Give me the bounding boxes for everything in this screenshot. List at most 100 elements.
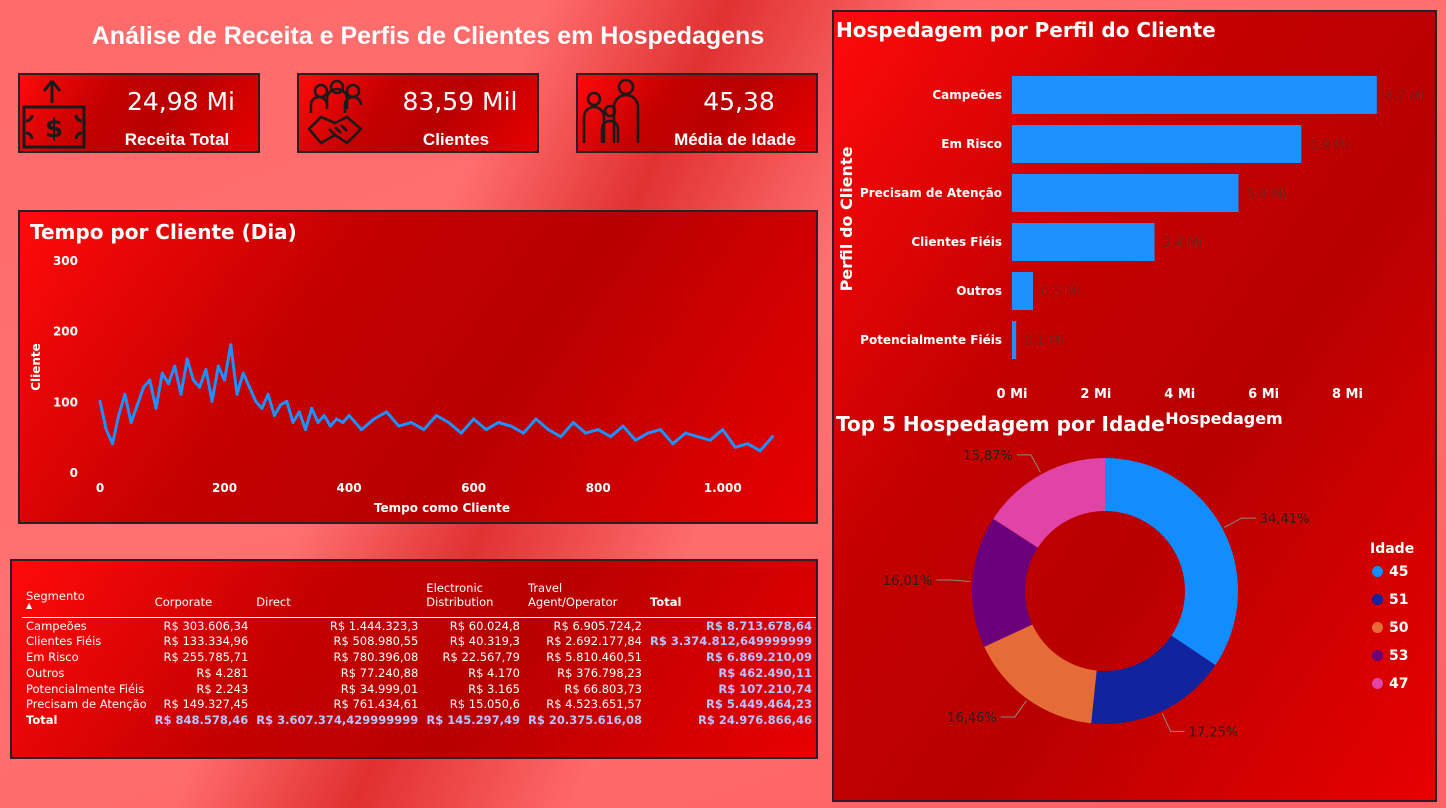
table-cell: R$ 6.905.724,2 — [553, 618, 642, 633]
data-point — [546, 428, 550, 432]
data-point — [216, 364, 220, 368]
table-row[interactable]: Em Risco R$ 255.785,71 R$ 780.396,08 R$ 22.… — [22, 649, 816, 665]
data-point — [559, 435, 563, 439]
legend-item[interactable]: 45 — [1372, 564, 1408, 580]
data-point — [372, 417, 376, 421]
leader-line — [1223, 517, 1256, 528]
legend-title: Idade — [1370, 541, 1415, 557]
data-label: 16,01% — [883, 574, 933, 589]
leader-line — [1000, 700, 1027, 718]
data-point — [279, 403, 283, 407]
legend-swatch — [1372, 650, 1383, 661]
data-point — [328, 424, 332, 428]
kpi-card-receita[interactable]: $ 24,98 Mi Receita Total — [18, 73, 260, 153]
data-point — [671, 442, 675, 446]
col-header-total[interactable]: Total — [645, 581, 816, 618]
data-point — [771, 435, 775, 439]
data-label: 17,25% — [1189, 725, 1239, 740]
col-header-segmento[interactable]: Segmento ▲ — [22, 581, 151, 618]
row-label: Precisam de Atenção — [26, 697, 147, 712]
table-cell: R$ 462.490,11 — [718, 665, 812, 680]
data-point — [129, 421, 133, 425]
donut-slice — [993, 458, 1105, 548]
kpi-value: 45,38 — [703, 87, 775, 116]
x-tick-label: 0 — [96, 481, 104, 495]
data-point — [204, 368, 208, 372]
kpi-label: Clientes — [422, 130, 490, 149]
legend-item[interactable]: 47 — [1372, 676, 1408, 692]
data-point — [98, 399, 102, 403]
table-cell: R$ 303.606,34 — [163, 618, 249, 633]
legend-item[interactable]: 50 — [1372, 620, 1408, 636]
data-point — [322, 413, 326, 417]
table-row[interactable]: Outros R$ 4.281 R$ 77.240,88 R$ 4.170 R$ 376… — [22, 665, 816, 681]
data-point — [571, 421, 575, 425]
svg-text:$: $ — [45, 114, 63, 144]
table-row[interactable]: Campeões R$ 303.606,34 R$ 1.444.323,3 R$ 60… — [22, 618, 816, 634]
line-chart: 0 100 200 300 0 200 400 600 800 1.000 Tempo como C… — [29, 254, 775, 515]
x-tick-label: 600 — [461, 481, 486, 495]
table-cell: R$ 133.334,96 — [163, 634, 249, 649]
kpi-label: Receita Total — [124, 130, 230, 149]
data-point — [191, 378, 195, 382]
donut-slice — [1105, 458, 1238, 666]
data-point — [316, 421, 320, 425]
table-row[interactable]: Clientes Fiéis R$ 133.334,96 R$ 508.980,55… — [22, 633, 816, 649]
data-point — [110, 442, 114, 446]
data-point — [360, 428, 364, 432]
table-cell: R$ 848.578,46 — [154, 713, 249, 728]
x-tick-label: 400 — [337, 481, 362, 495]
legend-label: 47 — [1389, 676, 1409, 692]
data-point — [584, 431, 588, 435]
data-point — [683, 431, 687, 435]
col-header-electronic[interactable]: Electronic Distribution — [422, 581, 524, 618]
legend-item[interactable]: 51 — [1372, 592, 1408, 608]
col-header-travel-agent[interactable]: Travel Agent/Operator — [523, 581, 646, 618]
table-cell: R$ 3.607.374,429999999 — [256, 713, 419, 728]
col-header-direct[interactable]: Direct — [252, 581, 423, 618]
bar — [1012, 76, 1377, 114]
matrix-panel[interactable]: Segmento ▲ Corporate Direct Electronic Di… — [10, 559, 818, 759]
x-tick-label: 800 — [586, 481, 611, 495]
x-tick-label: 4 Mi — [1164, 387, 1195, 402]
data-point — [733, 445, 737, 449]
data-point — [254, 399, 258, 403]
table-cell: R$ 6.869.210,09 — [706, 649, 812, 664]
data-point — [646, 431, 650, 435]
x-tick-label: 0 Mi — [997, 387, 1028, 402]
data-point — [634, 438, 638, 442]
col-header-corporate[interactable]: Corporate — [150, 581, 253, 618]
table-cell: R$ 2.243 — [196, 681, 249, 696]
table-row[interactable]: Precisam de Atenção R$ 149.327,45 R$ 761.4… — [22, 696, 816, 712]
line-chart-panel[interactable]: Tempo por Cliente (Dia) 0 100 200 300 0 200 40… — [18, 210, 818, 524]
table-cell: R$ 24.976.866,46 — [698, 713, 812, 728]
data-point — [384, 410, 388, 414]
bar — [1012, 272, 1033, 310]
bar — [1012, 223, 1155, 261]
data-point — [117, 413, 121, 417]
family-icon — [582, 78, 640, 143]
table-cell: R$ 3.165 — [468, 681, 520, 696]
donut-chart: 34,41% 17,25% 16,46% 16,01% 15,87% — [883, 449, 1310, 741]
right-panel[interactable]: Hospedagem por Perfil do Cliente Campeõe… — [832, 10, 1437, 802]
table-cell: R$ 2.692.177,84 — [546, 634, 642, 649]
data-point — [148, 378, 152, 382]
table-row[interactable]: Potencialmente Fiéis R$ 2.243 R$ 34.999,01… — [22, 681, 816, 697]
data-point — [758, 449, 762, 453]
data-point — [260, 406, 264, 410]
data-point — [185, 357, 189, 361]
kpi-card-clientes[interactable]: 83,59 Mil Clientes — [297, 73, 539, 153]
bar — [1012, 174, 1239, 212]
data-point — [335, 417, 339, 421]
table-cell: R$ 780.396,08 — [333, 649, 419, 664]
data-point — [472, 417, 476, 421]
y-tick-label: 200 — [53, 325, 78, 339]
data-point — [223, 378, 227, 382]
data-point — [154, 406, 158, 410]
table-cell: R$ 66.803,73 — [564, 681, 642, 696]
data-point — [696, 435, 700, 439]
kpi-card-idade[interactable]: 45,38 Média de Idade — [576, 73, 818, 153]
legend-item[interactable]: 53 — [1372, 648, 1408, 664]
y-tick-label: 0 — [70, 466, 78, 480]
table-cell: R$ 20.375.616,08 — [528, 713, 642, 728]
